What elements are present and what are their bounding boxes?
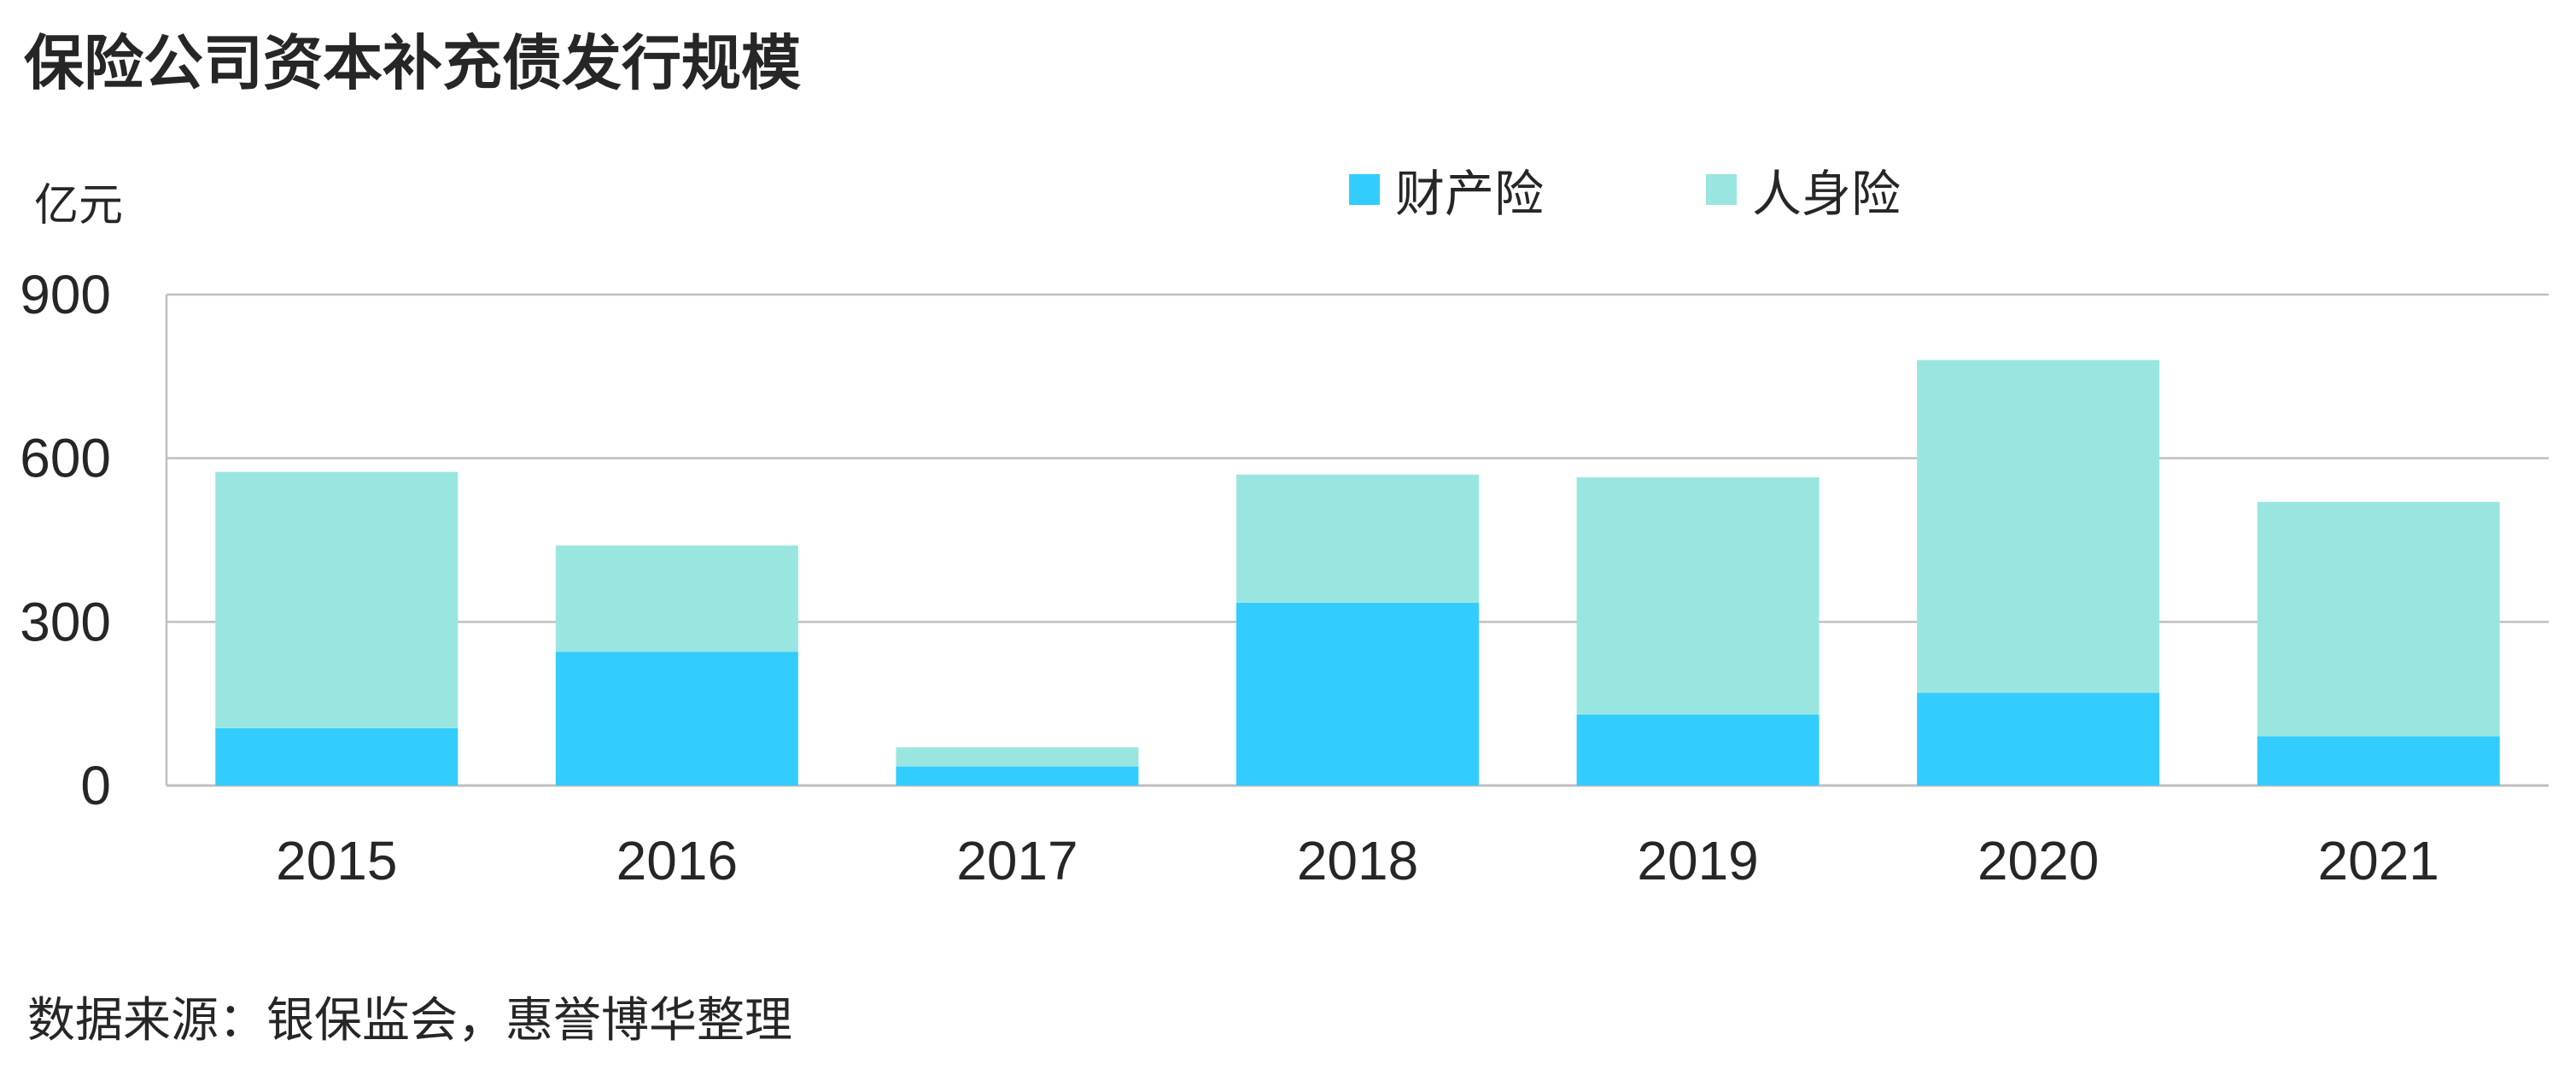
bar-2017-life	[896, 747, 1139, 767]
legend-swatch-life	[1706, 174, 1738, 205]
legend-swatch-property	[1349, 174, 1380, 205]
y-tick-label: 900	[20, 264, 111, 325]
x-tick-label: 2016	[616, 830, 738, 891]
y-tick-label: 600	[20, 428, 111, 489]
bar-2018-life	[1236, 474, 1479, 603]
x-tick-label: 2015	[276, 830, 397, 891]
chart-legend: 财产险 人身险	[1349, 154, 1901, 225]
legend-label-property: 财产险	[1395, 165, 1545, 223]
bars	[215, 359, 2500, 786]
legend-item-life: 人身险	[1706, 154, 1901, 225]
bar-2021-property	[2257, 736, 2500, 786]
bar-2016-property	[555, 651, 798, 786]
y-axis-unit-label: 亿元	[34, 180, 124, 231]
x-tick-label: 2018	[1297, 830, 1418, 891]
bar-2020-life	[1917, 359, 2160, 693]
y-tick-label: 0	[80, 755, 111, 816]
x-tick-label: 2017	[956, 830, 1078, 891]
legend-label-life: 人身险	[1752, 165, 1901, 223]
chart-title: 保险公司资本补充债发行规模	[24, 27, 801, 98]
x-tick-label: 2019	[1637, 830, 1758, 891]
bar-2019-life	[1576, 477, 1820, 715]
bar-2015-life	[215, 471, 459, 728]
bar-2016-life	[555, 545, 798, 652]
x-tick-label: 2020	[1977, 830, 2099, 891]
bar-2019-property	[1576, 714, 1820, 786]
bar-2020-property	[1917, 692, 2160, 786]
y-axis-ticks: 0 300 600 900	[20, 264, 111, 816]
source-note: 数据来源：银保监会，惠誉博华整理	[27, 993, 792, 1049]
x-tick-label: 2021	[2318, 830, 2439, 891]
x-axis-ticks: 2015 2016 2017 2018 2019 2020 2021	[276, 830, 2439, 891]
bar-2017-property	[896, 766, 1139, 786]
y-tick-label: 300	[20, 591, 111, 652]
bar-2018-property	[1236, 602, 1479, 786]
bar-2021-life	[2257, 501, 2500, 737]
bar-2015-property	[215, 727, 459, 786]
legend-item-property: 财产险	[1349, 154, 1544, 225]
